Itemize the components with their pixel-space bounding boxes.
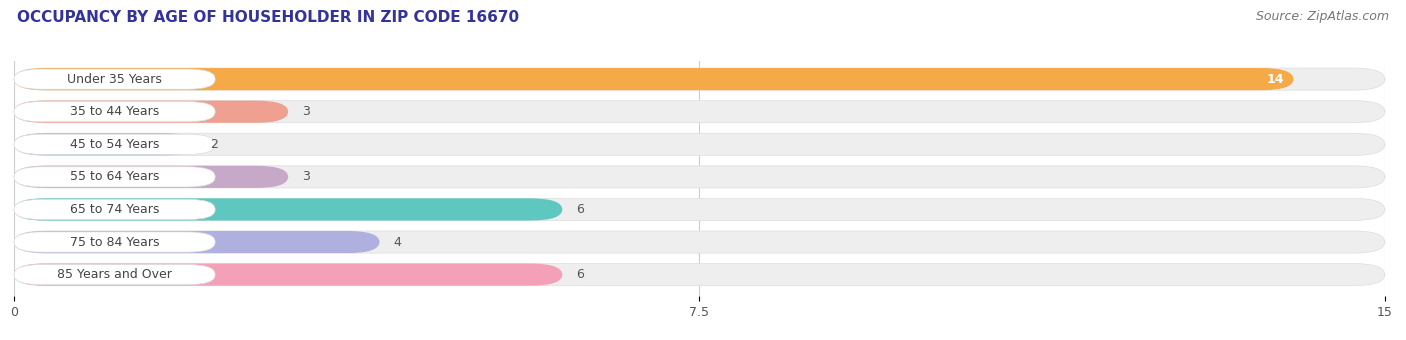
FancyBboxPatch shape (14, 198, 562, 221)
Text: 2: 2 (211, 138, 218, 151)
FancyBboxPatch shape (14, 264, 1385, 286)
FancyBboxPatch shape (14, 265, 215, 285)
Text: Under 35 Years: Under 35 Years (67, 73, 162, 86)
FancyBboxPatch shape (14, 167, 215, 187)
Text: 55 to 64 Years: 55 to 64 Years (70, 170, 159, 183)
FancyBboxPatch shape (14, 232, 215, 252)
Text: 45 to 54 Years: 45 to 54 Years (70, 138, 159, 151)
Text: 3: 3 (302, 170, 309, 183)
Text: 85 Years and Over: 85 Years and Over (58, 268, 172, 281)
FancyBboxPatch shape (14, 68, 1294, 90)
FancyBboxPatch shape (14, 231, 1385, 253)
FancyBboxPatch shape (14, 166, 288, 188)
FancyBboxPatch shape (14, 68, 1385, 90)
FancyBboxPatch shape (14, 198, 1385, 221)
Text: 4: 4 (394, 236, 401, 249)
FancyBboxPatch shape (14, 134, 215, 154)
FancyBboxPatch shape (14, 199, 215, 220)
FancyBboxPatch shape (14, 133, 1385, 155)
Text: 65 to 74 Years: 65 to 74 Years (70, 203, 159, 216)
Text: Source: ZipAtlas.com: Source: ZipAtlas.com (1256, 10, 1389, 23)
FancyBboxPatch shape (14, 101, 288, 123)
Text: 14: 14 (1267, 73, 1285, 86)
Text: OCCUPANCY BY AGE OF HOUSEHOLDER IN ZIP CODE 16670: OCCUPANCY BY AGE OF HOUSEHOLDER IN ZIP C… (17, 10, 519, 25)
FancyBboxPatch shape (14, 231, 380, 253)
FancyBboxPatch shape (14, 69, 215, 89)
FancyBboxPatch shape (14, 101, 1385, 123)
Text: 75 to 84 Years: 75 to 84 Years (70, 236, 159, 249)
Text: 3: 3 (302, 105, 309, 118)
Text: 6: 6 (576, 268, 583, 281)
Text: 35 to 44 Years: 35 to 44 Years (70, 105, 159, 118)
Text: 6: 6 (576, 203, 583, 216)
FancyBboxPatch shape (14, 264, 562, 286)
FancyBboxPatch shape (14, 133, 197, 155)
FancyBboxPatch shape (14, 102, 215, 122)
FancyBboxPatch shape (14, 166, 1385, 188)
